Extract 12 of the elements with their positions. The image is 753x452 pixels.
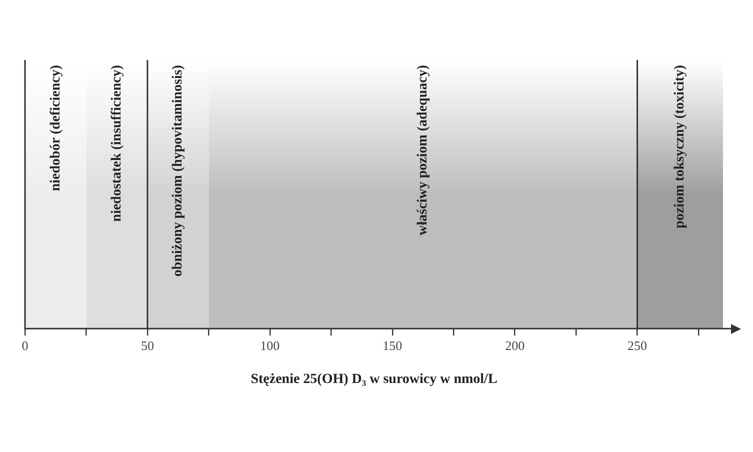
x-tick-label: 150: [382, 338, 402, 353]
series-label: obniżony poziom (hypovitaminosis): [170, 64, 186, 277]
x-axis-title: Stężenie 25(OH) D₃ w surowicy w nmol/L: [250, 372, 498, 388]
series-label: właściwy poziom (adequacy): [416, 64, 431, 236]
series-label: niedobór (deficiency): [48, 64, 64, 192]
x-tick-label: 250: [628, 338, 648, 353]
series-label: poziom toksyczny (toxicity): [672, 64, 688, 228]
x-tick-label: 0: [22, 338, 28, 353]
series-label: niedostatek (insufficiency): [109, 64, 124, 222]
x-tick-label: 200: [505, 338, 525, 353]
x-tick-label: 100: [260, 338, 280, 353]
x-tick-label: 50: [140, 338, 154, 353]
